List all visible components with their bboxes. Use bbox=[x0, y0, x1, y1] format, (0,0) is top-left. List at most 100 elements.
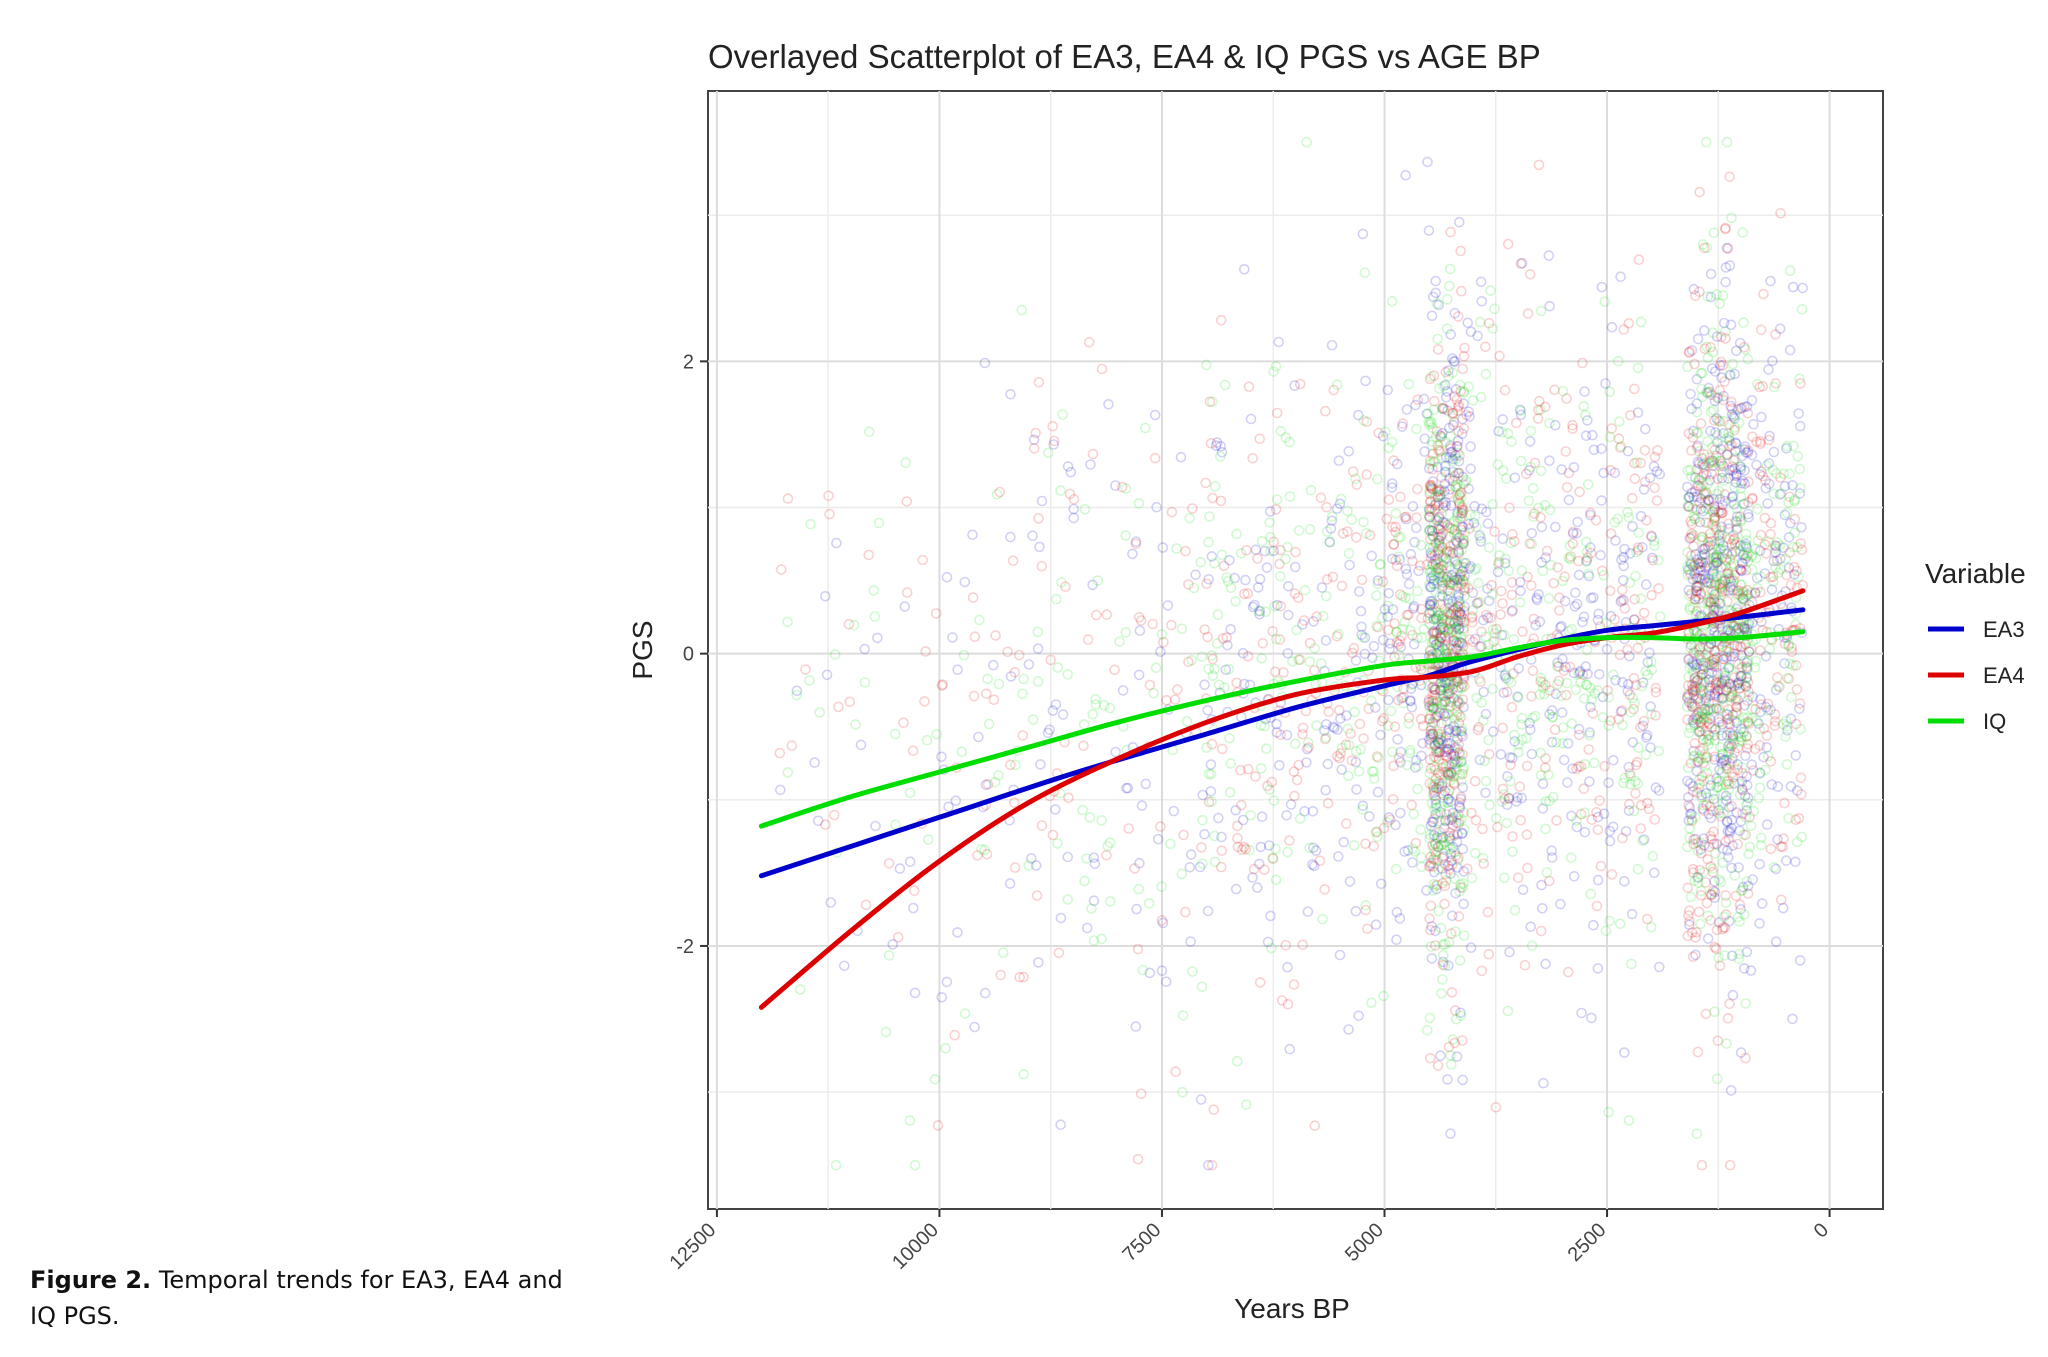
data-point bbox=[1459, 342, 1470, 354]
data-point bbox=[1577, 669, 1589, 681]
data-point bbox=[1682, 691, 1693, 703]
data-point bbox=[1055, 1119, 1066, 1130]
data-point bbox=[1451, 394, 1463, 406]
data-point bbox=[1442, 594, 1454, 605]
data-point bbox=[1427, 702, 1439, 714]
data-point bbox=[1271, 718, 1282, 730]
data-point bbox=[1449, 356, 1461, 368]
data-point bbox=[1617, 584, 1628, 596]
data-point bbox=[1454, 797, 1465, 808]
data-point bbox=[1712, 685, 1723, 697]
data-point bbox=[1453, 809, 1464, 820]
data-point bbox=[1424, 607, 1435, 619]
data-point bbox=[1327, 571, 1339, 583]
data-point bbox=[1711, 661, 1722, 673]
data-point bbox=[1325, 523, 1337, 534]
data-point bbox=[1211, 437, 1223, 448]
data-point bbox=[1353, 586, 1365, 597]
data-point bbox=[1633, 254, 1645, 266]
data-point bbox=[1605, 464, 1616, 476]
data-point bbox=[1449, 750, 1461, 762]
data-point bbox=[1130, 1021, 1142, 1032]
data-point bbox=[1439, 766, 1451, 778]
data-point bbox=[1693, 593, 1705, 605]
data-point bbox=[1504, 752, 1516, 763]
data-point bbox=[1562, 738, 1574, 749]
data-point bbox=[1450, 609, 1462, 621]
data-point bbox=[1201, 578, 1212, 590]
data-point bbox=[1430, 773, 1442, 785]
data-point bbox=[1456, 611, 1467, 623]
data-point bbox=[1047, 705, 1059, 716]
data-point bbox=[1531, 592, 1542, 604]
data-point bbox=[1728, 651, 1740, 662]
data-point bbox=[1571, 821, 1583, 833]
data-point bbox=[782, 493, 794, 504]
data-point bbox=[1785, 713, 1797, 725]
data-point bbox=[1715, 561, 1727, 573]
data-point bbox=[1540, 958, 1551, 970]
data-point bbox=[1687, 656, 1698, 668]
data-point bbox=[1423, 504, 1435, 515]
data-point bbox=[1206, 1159, 1218, 1171]
data-point bbox=[1689, 673, 1700, 685]
data-point bbox=[1321, 574, 1333, 585]
data-point bbox=[1722, 449, 1733, 461]
data-point bbox=[1425, 820, 1437, 832]
data-point bbox=[1495, 609, 1506, 620]
data-point bbox=[1544, 455, 1555, 467]
data-point bbox=[1329, 722, 1340, 734]
data-point bbox=[1434, 524, 1446, 535]
data-point bbox=[1736, 477, 1747, 489]
data-point bbox=[1506, 701, 1518, 713]
data-point bbox=[1448, 419, 1459, 431]
data-point bbox=[1537, 902, 1548, 914]
data-point bbox=[1368, 640, 1380, 652]
data-point bbox=[1459, 582, 1470, 594]
data-point bbox=[1726, 740, 1737, 752]
data-point bbox=[1436, 530, 1447, 542]
data-point bbox=[1283, 580, 1294, 592]
data-point bbox=[1630, 759, 1642, 771]
data-point bbox=[1408, 601, 1420, 612]
data-point bbox=[1372, 575, 1384, 586]
data-point bbox=[1651, 465, 1663, 477]
data-point bbox=[1048, 439, 1059, 450]
data-point bbox=[1319, 725, 1330, 736]
data-point bbox=[1595, 549, 1606, 561]
data-point bbox=[1425, 481, 1437, 493]
data-point bbox=[1711, 702, 1722, 714]
data-point bbox=[1370, 919, 1382, 931]
data-point bbox=[1550, 419, 1561, 431]
data-point bbox=[1540, 552, 1552, 564]
data-point bbox=[1320, 733, 1331, 745]
data-point bbox=[1435, 734, 1446, 746]
data-point bbox=[1725, 651, 1736, 662]
data-point bbox=[1144, 967, 1156, 979]
data-point bbox=[1430, 849, 1442, 861]
data-point bbox=[1441, 809, 1452, 820]
data-point bbox=[1427, 463, 1438, 475]
data-point bbox=[1618, 551, 1629, 563]
data-point bbox=[1577, 616, 1588, 628]
data-point bbox=[1704, 690, 1716, 702]
data-point bbox=[1439, 858, 1451, 870]
data-point bbox=[1509, 736, 1520, 747]
data-point bbox=[1424, 488, 1436, 500]
data-point bbox=[1481, 609, 1492, 621]
data-point bbox=[1409, 536, 1420, 548]
data-point bbox=[1428, 681, 1439, 693]
data-point bbox=[1451, 700, 1462, 712]
data-point bbox=[1309, 665, 1320, 676]
data-point bbox=[1423, 694, 1435, 706]
data-point bbox=[1622, 445, 1634, 457]
data-point bbox=[1732, 677, 1744, 689]
data-point bbox=[1645, 742, 1656, 753]
data-point bbox=[1396, 421, 1408, 432]
data-point bbox=[1282, 998, 1294, 1010]
data-point bbox=[1327, 721, 1339, 733]
grid bbox=[708, 91, 1883, 1209]
data-point bbox=[1563, 494, 1575, 506]
data-point bbox=[1428, 784, 1439, 796]
data-point bbox=[1682, 775, 1693, 787]
